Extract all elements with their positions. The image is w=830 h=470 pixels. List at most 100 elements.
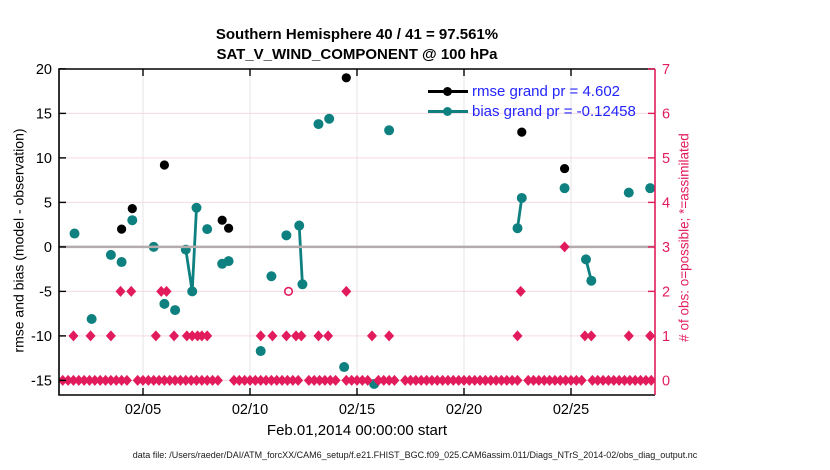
y-left-tick-label: -5 (39, 284, 52, 300)
obs-count-diamond (313, 330, 324, 342)
obs-count-diamond (624, 374, 635, 386)
obs-count-diamond (267, 330, 278, 342)
obs-count-diamond (475, 374, 486, 386)
obs-count-diamond (469, 374, 480, 386)
obs-count-diamond (293, 374, 304, 386)
obs-count-diamond (432, 374, 443, 386)
obs-count-diamond (539, 374, 550, 386)
bias-point (69, 228, 80, 239)
rmse-point (217, 215, 227, 225)
obs-count-diamond (282, 374, 293, 386)
x-tick-label: 02/20 (446, 402, 482, 418)
obs-count-diamond (100, 374, 111, 386)
obs-count-diamond (485, 374, 496, 386)
obs-count-diamond (111, 374, 122, 386)
obs-count-diamond (373, 374, 384, 386)
obs-count-diamond (187, 330, 198, 342)
obs-count-diamond (89, 374, 100, 386)
obs-count-diamond (579, 330, 590, 342)
obs-count-diamond (405, 374, 416, 386)
obs-count-diamond (228, 374, 239, 386)
obs-count-diamond (384, 330, 395, 342)
obs-count-diamond (566, 374, 576, 386)
bias-point (512, 223, 523, 234)
obs-count-diamond (196, 374, 207, 386)
obs-count-diamond (245, 374, 255, 386)
obs-count-diamond (491, 374, 502, 386)
obs-count-diamond (266, 374, 277, 386)
obs-count-diamond (202, 330, 213, 342)
obs-count-diamond (319, 374, 330, 386)
obs-count-diamond (416, 374, 427, 386)
bias-point (191, 202, 202, 213)
obs-count-diamond (132, 374, 143, 386)
obs-count-diamond (105, 374, 116, 386)
obs-count-diamond (234, 374, 245, 386)
bias-point (586, 275, 597, 286)
x-tick-label: 02/10 (232, 402, 268, 418)
bias-point (294, 220, 305, 231)
y-axis-left-label: rmse and bias (model - observation) (10, 128, 27, 353)
obs-count-diamond (170, 374, 181, 386)
obs-count-diamond (84, 374, 95, 386)
y-right-tick-label: 5 (662, 151, 670, 167)
obs-count-diamond (366, 330, 377, 342)
obs-count-diamond (314, 374, 325, 386)
obs-count-diamond (544, 374, 555, 386)
y-right-tick-label: 7 (662, 62, 670, 78)
obs-count-diamond (571, 374, 582, 386)
obs-count-diamond (352, 374, 362, 386)
obs-count-diamond (512, 330, 523, 342)
obs-count-diamond (281, 330, 292, 342)
obs-count-diamond (410, 374, 421, 386)
obs-count-diamond (389, 374, 400, 386)
y-right-tick-label: 3 (662, 240, 670, 256)
obs-count-diamond (261, 374, 272, 386)
obs-count-diamond (496, 374, 507, 386)
bias-point (297, 279, 308, 290)
obs-count-diamond (121, 374, 132, 386)
obs-count-diamond (635, 374, 646, 386)
y-left-tick-label: -15 (31, 373, 52, 389)
y-right-tick-label: 0 (662, 373, 670, 389)
obs-count-diamond (175, 374, 186, 386)
obs-count-diamond (341, 285, 352, 297)
chart-title-line2: SAT_V_WIND_COMPONENT @ 100 hPa (216, 46, 498, 63)
x-axis-label: Feb.01,2014 00:00:00 start (266, 422, 448, 439)
obs-count-diamond (480, 374, 491, 386)
obs-count-diamond (576, 374, 587, 386)
obs-count-diamond (378, 374, 389, 386)
bias-point (127, 215, 138, 226)
y-left-tick-label: 0 (44, 240, 52, 256)
obs-count-diamond (549, 374, 560, 386)
obs-count-diamond (296, 330, 307, 342)
legend-item-bias: bias grand pr = -0.12458 (428, 101, 636, 121)
obs-count-diamond (116, 374, 127, 386)
y-left-tick-label: 15 (36, 106, 52, 122)
bias-point (202, 224, 213, 235)
bias-point (86, 313, 97, 324)
bias-point (159, 298, 170, 309)
rmse-point (517, 127, 527, 137)
obs-count-diamond (560, 374, 571, 386)
obs-count-diamond (437, 374, 448, 386)
rmse-line-marker-icon (428, 86, 468, 96)
obs-count-diamond (507, 374, 518, 386)
rmse-point (341, 73, 351, 83)
bias-point (559, 183, 570, 194)
rmse-point (117, 224, 127, 234)
bias-point (313, 119, 324, 130)
obs-count-diamond (330, 374, 341, 386)
obs-count-diamond (384, 374, 395, 386)
obs-count-diamond (630, 374, 641, 386)
obs-count-diamond (202, 374, 213, 386)
obs-count-diamond (442, 374, 453, 386)
x-tick-label: 02/15 (339, 402, 375, 418)
obs-count-diamond (287, 374, 298, 386)
obs-count-diamond (464, 374, 475, 386)
bias-point (384, 125, 395, 136)
obs-count-diamond (598, 374, 609, 386)
bias-point (187, 286, 198, 297)
